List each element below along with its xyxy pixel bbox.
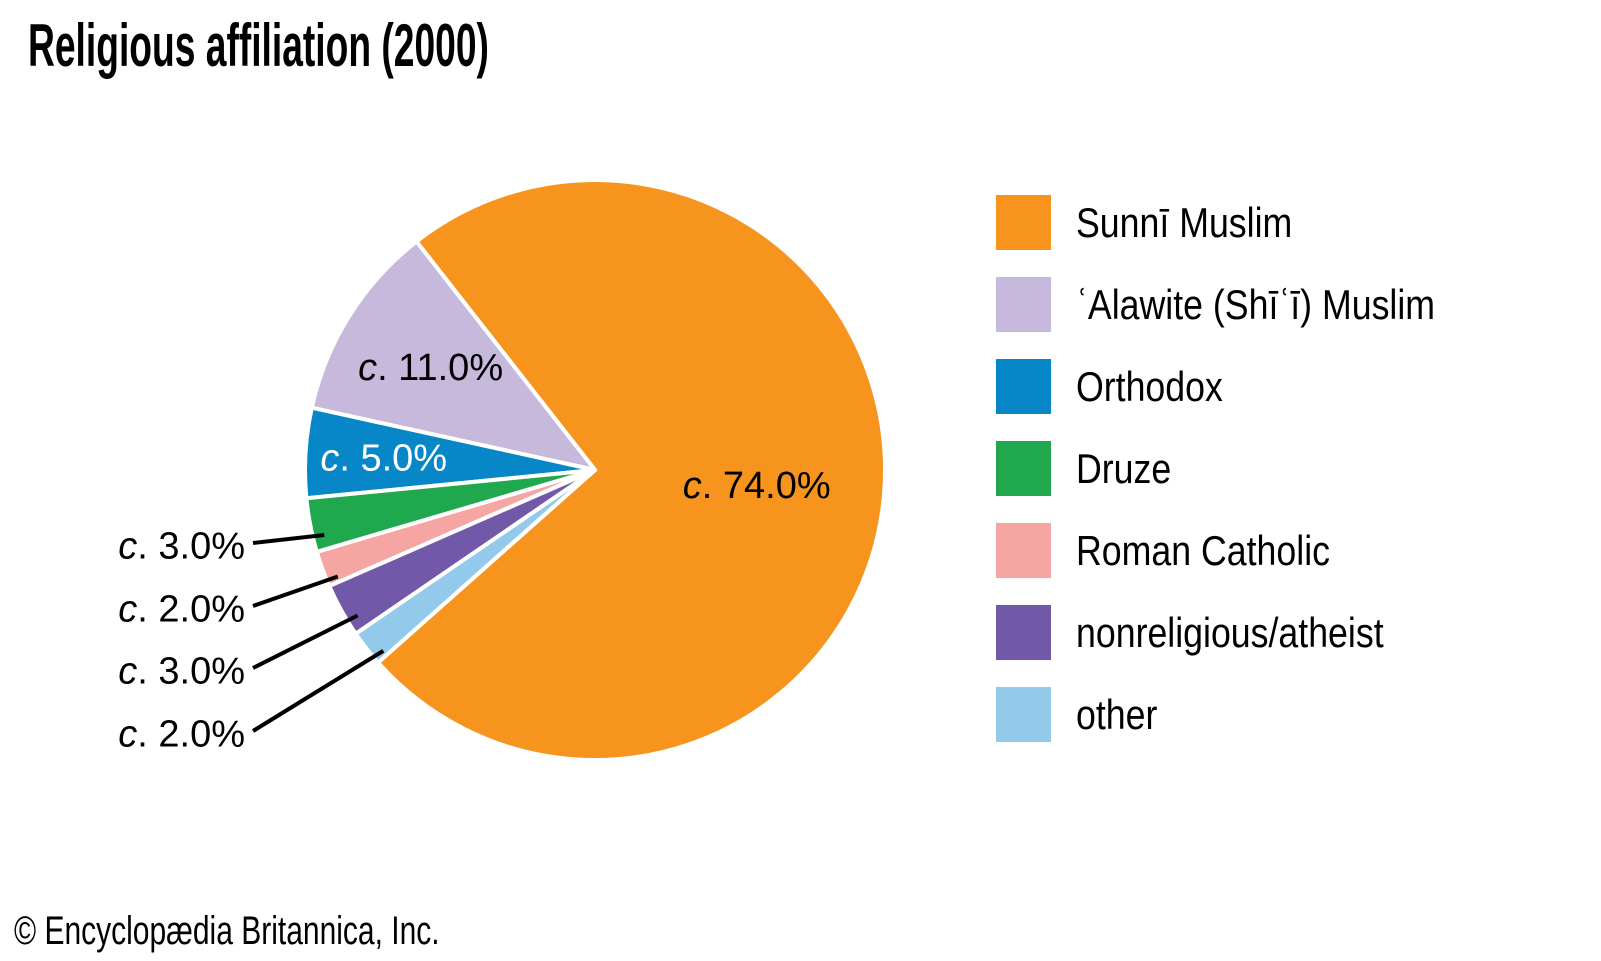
leader-line-druze (252, 533, 325, 545)
pie-label-sunni-muslim: c. 74.0% (683, 465, 831, 507)
legend-label-alawite-shii-muslim: ʿAlawite (Shīʿī) Muslim (1076, 281, 1436, 328)
callout-label-roman-catholic: c. 2.0% (118, 588, 245, 630)
legend-swatch-other (996, 687, 1051, 742)
legend-label-other: other (1076, 691, 1158, 738)
legend-item-alawite-shii-muslim: ʿAlawite (Shīʿī) Muslim (996, 277, 1498, 332)
pie-slice-sunni-muslim (376, 178, 888, 762)
legend-item-druze: Druze (996, 441, 1498, 496)
legend-item-nonreligious-atheist: nonreligious/atheist (996, 605, 1498, 660)
legend-item-other: other (996, 687, 1498, 742)
chart-title: Religious affiliation (2000) (28, 12, 489, 79)
callout-label-other: c. 2.0% (118, 713, 245, 755)
legend-label-sunni-muslim: Sunnī Muslim (1076, 199, 1293, 246)
legend-swatch-alawite-shii-muslim (996, 277, 1051, 332)
legend-swatch-roman-catholic (996, 523, 1051, 578)
pie-label-orthodox: c. 5.0% (320, 438, 447, 480)
legend-item-orthodox: Orthodox (996, 359, 1498, 414)
pie-slice-other (353, 468, 597, 665)
legend-swatch-nonreligious-atheist (996, 605, 1051, 660)
legend-label-druze: Druze (1076, 445, 1172, 492)
leader-line-other (251, 649, 385, 733)
legend-swatch-druze (996, 441, 1051, 496)
legend-item-sunni-muslim: Sunnī Muslim (996, 195, 1498, 250)
callout-label-druze: c. 3.0% (118, 525, 245, 567)
legend-swatch-orthodox (996, 359, 1051, 414)
legend-label-orthodox: Orthodox (1076, 363, 1223, 410)
legend-label-roman-catholic: Roman Catholic (1076, 527, 1330, 574)
pie-label-alawite-shii-muslim: c. 11.0% (358, 347, 503, 389)
legend-swatch-sunni-muslim (996, 195, 1051, 250)
legend-item-roman-catholic: Roman Catholic (996, 523, 1498, 578)
leader-line-roman-catholic (252, 574, 339, 608)
pie-slice-alawite-shii-muslim (309, 239, 597, 472)
legend: Sunnī Muslim ʿAlawite (Shīʿī) Muslim Ortho… (996, 195, 1498, 769)
leader-line-nonreligious-atheist (252, 613, 359, 670)
legend-label-nonreligious-atheist: nonreligious/atheist (1076, 609, 1384, 656)
callout-label-nonreligious-atheist: c. 3.0% (118, 650, 245, 692)
copyright-notice: © Encyclopædia Britannica, Inc. (14, 909, 440, 953)
